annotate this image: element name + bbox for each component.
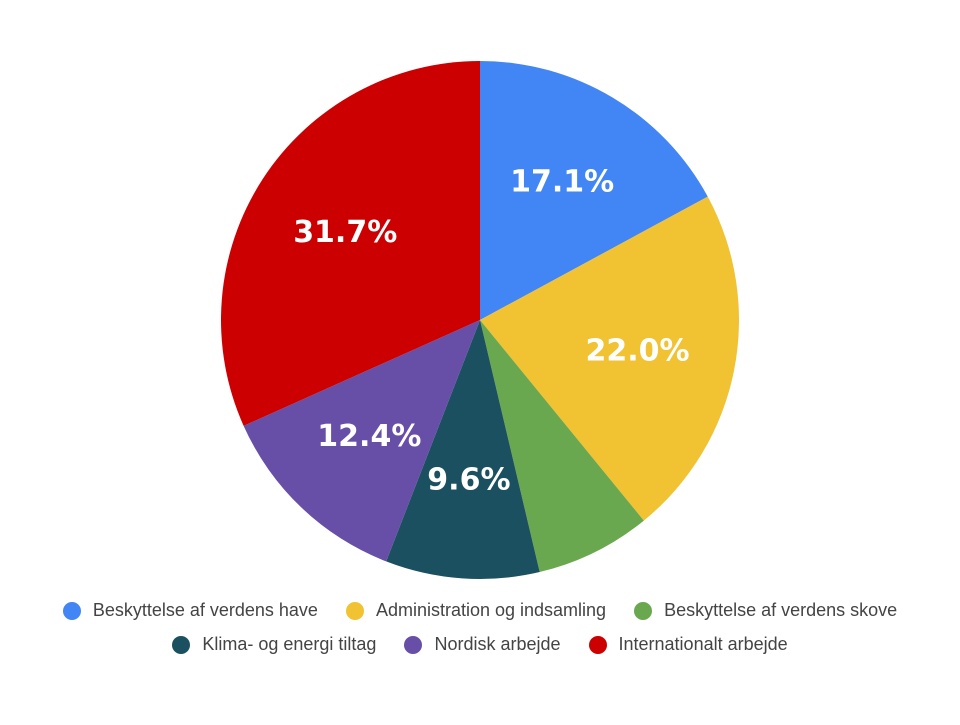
legend-item-0[interactable]: Beskyttelse af verdens have <box>62 600 318 621</box>
legend-label-3: Klima- og energi tiltag <box>202 634 377 654</box>
legend-row-1: Beskyttelse af verdens have Administrati… <box>0 600 960 621</box>
pie-slice-4[interactable] <box>243 320 480 562</box>
legend-swatch-1 <box>345 601 364 620</box>
slice-label-3: 9.6% <box>427 463 510 498</box>
legend-label-0: Beskyttelse af verdens have <box>92 600 318 620</box>
pie-slice-0[interactable] <box>480 61 708 320</box>
pie-slice-5[interactable] <box>221 61 481 426</box>
legend-item-4[interactable]: Nordisk arbejde <box>404 634 561 655</box>
legend-label-4: Nordisk arbejde <box>434 634 561 654</box>
slice-label-1: 22.0% <box>586 334 690 369</box>
pie-slice-1[interactable] <box>480 196 739 521</box>
legend-label-2: Beskyttelse af verdens skove <box>664 600 898 620</box>
legend-swatch-2 <box>634 601 653 620</box>
slice-label-0: 17.1% <box>510 165 614 200</box>
legend-label-1: Administration og indsamling <box>375 600 607 620</box>
legend-item-1[interactable]: Administration og indsamling <box>345 600 607 621</box>
legend-item-5[interactable]: Internationalt arbejde <box>588 634 788 655</box>
legend-swatch-4 <box>404 635 423 654</box>
legend-swatch-0 <box>62 601 81 620</box>
pie-slice-3[interactable] <box>386 320 540 580</box>
pie-slice-2[interactable] <box>480 320 644 573</box>
legend-item-3[interactable]: Klima- og energi tiltag <box>172 634 376 655</box>
legend-item-2[interactable]: Beskyttelse af verdens skove <box>634 600 897 621</box>
slice-label-5: 31.7% <box>293 215 397 250</box>
slice-label-4: 12.4% <box>317 419 421 454</box>
legend-label-5: Internationalt arbejde <box>618 634 788 654</box>
legend-row-2: Klima- og energi tiltag Nordisk arbejde … <box>0 634 960 655</box>
legend-swatch-3 <box>172 635 191 654</box>
legend-swatch-5 <box>588 635 607 654</box>
